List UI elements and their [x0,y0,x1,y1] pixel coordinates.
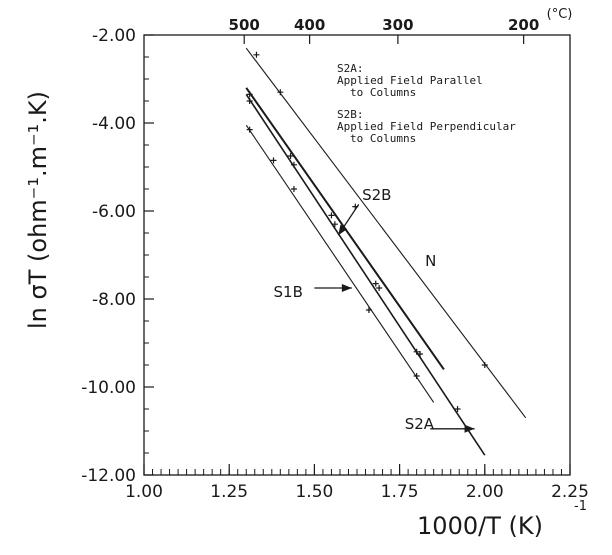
arrowhead-s2a [464,424,475,433]
data-point-s2b [328,212,335,219]
annotation-line: S2B: [337,108,364,121]
x-tick-label: 2.00 [466,482,504,502]
y-tick-label: -4.00 [92,114,136,134]
series-points [246,51,488,412]
series-label-n: N [425,252,436,270]
data-point-n [253,51,260,58]
series-label-s2b: S2B [362,186,391,204]
top-axis-label: 300 [382,16,413,34]
y-tick-label: -10.00 [81,378,136,398]
y-tick-label: -6.00 [92,202,136,222]
x-tick-label: 2.25 [551,482,589,502]
arrowhead-s1b [341,284,352,292]
data-point-s2b [287,153,294,159]
plot-frame [143,34,571,476]
series-label-s1b: S1B [274,283,303,301]
x-tick-label: 1.50 [295,482,333,502]
x-axis-label: 1000/T (K) [417,512,543,540]
x-tick-label: 1.25 [210,482,248,502]
series-lines [245,47,527,456]
x-tick-label: 1.00 [125,482,163,502]
x-tick-labels: 1.00 1.25 1.50 1.75 2.00 2.25 [125,482,589,502]
series-labels: N S2B S2A S1B [274,186,475,433]
x-axis-label-superscript: -1 [574,499,587,514]
data-point-s2a [417,351,424,357]
data-point-s2a [290,161,297,168]
top-axis: 500 400 300 200 (°C) [229,7,573,44]
data-point-s2a [331,221,338,228]
data-point-s1b [270,157,277,164]
top-axis-unit: (°C) [547,7,573,22]
data-point-s2b [372,280,379,287]
series-line-s1b [245,124,435,403]
arrowhead-s2b [338,224,348,236]
data-point-s1b [365,307,372,313]
minor-ticks [143,34,571,476]
y-tick-label: -2.00 [92,26,136,46]
data-point-s2a [376,285,383,291]
y-tick-labels: -2.00 -4.00 -6.00 -8.00 -10.00 -12.00 [81,26,136,486]
y-axis-label: ln σT (ohm⁻¹.m⁻¹.K) [24,91,52,329]
annotation-line: Applied Field Perpendicular [337,120,516,133]
annotation-line: S2A: [337,62,364,75]
annotation-line: to Columns [350,132,416,145]
data-point-s2b [246,91,253,98]
top-axis-label: 200 [508,16,539,34]
top-axis-label: 400 [294,16,325,34]
top-axis-label: 500 [229,16,260,34]
series-label-s2a: S2A [405,415,435,433]
data-point-s2b [413,348,420,355]
data-point-s1b [413,373,420,379]
data-point-n [481,362,488,368]
y-tick-label: -12.00 [81,466,136,486]
x-tick-label: 1.75 [381,482,419,502]
data-point-n [277,89,284,96]
data-point-s1b [246,126,253,133]
major-ticks [143,34,571,476]
data-point-s1b [290,186,297,192]
data-point-s2a [454,406,461,412]
annotation-line: to Columns [350,86,416,99]
series-line-s2a [245,93,486,456]
annotation-line: Applied Field Parallel [337,74,483,87]
series-line-n [245,47,527,419]
data-point-s2a [246,98,253,104]
y-tick-label: -8.00 [92,290,136,310]
